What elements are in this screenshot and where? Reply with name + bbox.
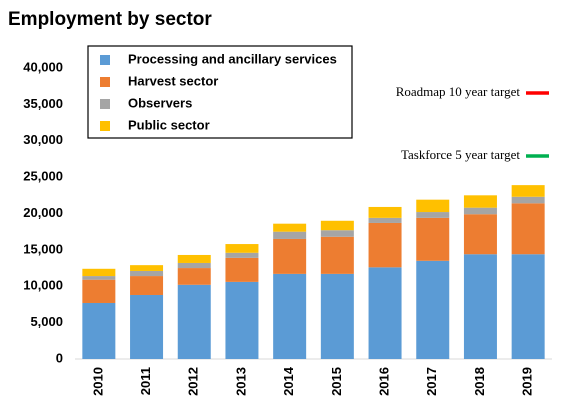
bar-segment: [320, 236, 354, 274]
y-tick-label: 20,000: [23, 205, 63, 220]
bar-segment: [225, 281, 259, 359]
bar-segment: [130, 276, 164, 295]
bar-segment: [130, 294, 164, 359]
y-tick-label: 40,000: [23, 59, 63, 74]
bar-segment: [320, 220, 354, 231]
bar-segment: [463, 207, 497, 215]
bar-segment: [177, 254, 211, 263]
bar-segment: [511, 185, 545, 197]
bar-segment: [463, 195, 497, 208]
legend-swatch: [100, 121, 110, 131]
annotation: Taskforce 5 year target: [401, 147, 520, 162]
x-tick-label: 2013: [233, 367, 248, 396]
bar-segment: [463, 214, 497, 255]
bar-segment: [416, 212, 450, 218]
bar-segment: [225, 252, 259, 258]
bar-segment: [416, 260, 450, 359]
bar-segment: [416, 217, 450, 261]
bar-segment: [273, 238, 307, 274]
y-tick-label: 0: [56, 350, 63, 365]
legend-swatch: [100, 55, 110, 65]
chart-title: Employment by sector: [8, 9, 212, 30]
legend-label: Observers: [128, 95, 192, 110]
bar-segment: [82, 279, 116, 303]
legend-label: Harvest sector: [128, 73, 218, 88]
bar-segment: [130, 270, 164, 277]
bar-segment: [368, 222, 402, 268]
y-tick-label: 5,000: [30, 314, 63, 329]
x-tick-label: 2014: [281, 366, 296, 396]
annotation: Roadmap 10 year target: [396, 84, 521, 99]
bar-segment: [273, 273, 307, 359]
bar-segment: [368, 217, 402, 223]
bar-segment: [82, 268, 116, 277]
x-tick-label: 2019: [520, 367, 535, 396]
bar-segment: [273, 231, 307, 239]
bar-segment: [368, 206, 402, 218]
bar-segment: [225, 257, 259, 282]
bar-segment: [177, 284, 211, 359]
x-tick-label: 2010: [90, 367, 105, 396]
legend-box: [87, 45, 353, 139]
legend-label: Public sector: [128, 117, 210, 132]
bar-segment: [225, 244, 259, 253]
bar-segment: [177, 268, 211, 285]
bar-segment: [511, 254, 545, 359]
bar-segment: [177, 262, 211, 269]
bar-segment: [82, 276, 116, 280]
bar-segment: [320, 273, 354, 359]
y-tick-label: 15,000: [23, 241, 63, 256]
bar-segment: [416, 199, 450, 213]
legend-label: Processing and ancillary services: [128, 51, 337, 66]
legend-swatch: [100, 99, 110, 109]
x-tick-label: 2015: [329, 367, 344, 396]
bar-segment: [511, 196, 545, 204]
x-tick-label: 2018: [472, 367, 487, 396]
y-tick-label: 25,000: [23, 169, 63, 184]
y-tick-label: 35,000: [23, 96, 63, 111]
bar-segment: [320, 230, 354, 237]
bar-segment: [130, 265, 164, 271]
bar-segment: [368, 267, 402, 359]
legend-swatch: [100, 77, 110, 87]
bar-segment: [82, 302, 116, 359]
bar-segment: [463, 254, 497, 359]
x-tick-label: 2016: [376, 367, 391, 396]
bar-segment: [511, 203, 545, 255]
x-tick-label: 2017: [424, 367, 439, 396]
y-tick-label: 30,000: [23, 132, 63, 147]
x-tick-label: 2011: [138, 367, 153, 395]
x-tick-label: 2012: [186, 367, 201, 396]
bar-segment: [273, 223, 307, 232]
y-tick-label: 10,000: [23, 278, 63, 293]
